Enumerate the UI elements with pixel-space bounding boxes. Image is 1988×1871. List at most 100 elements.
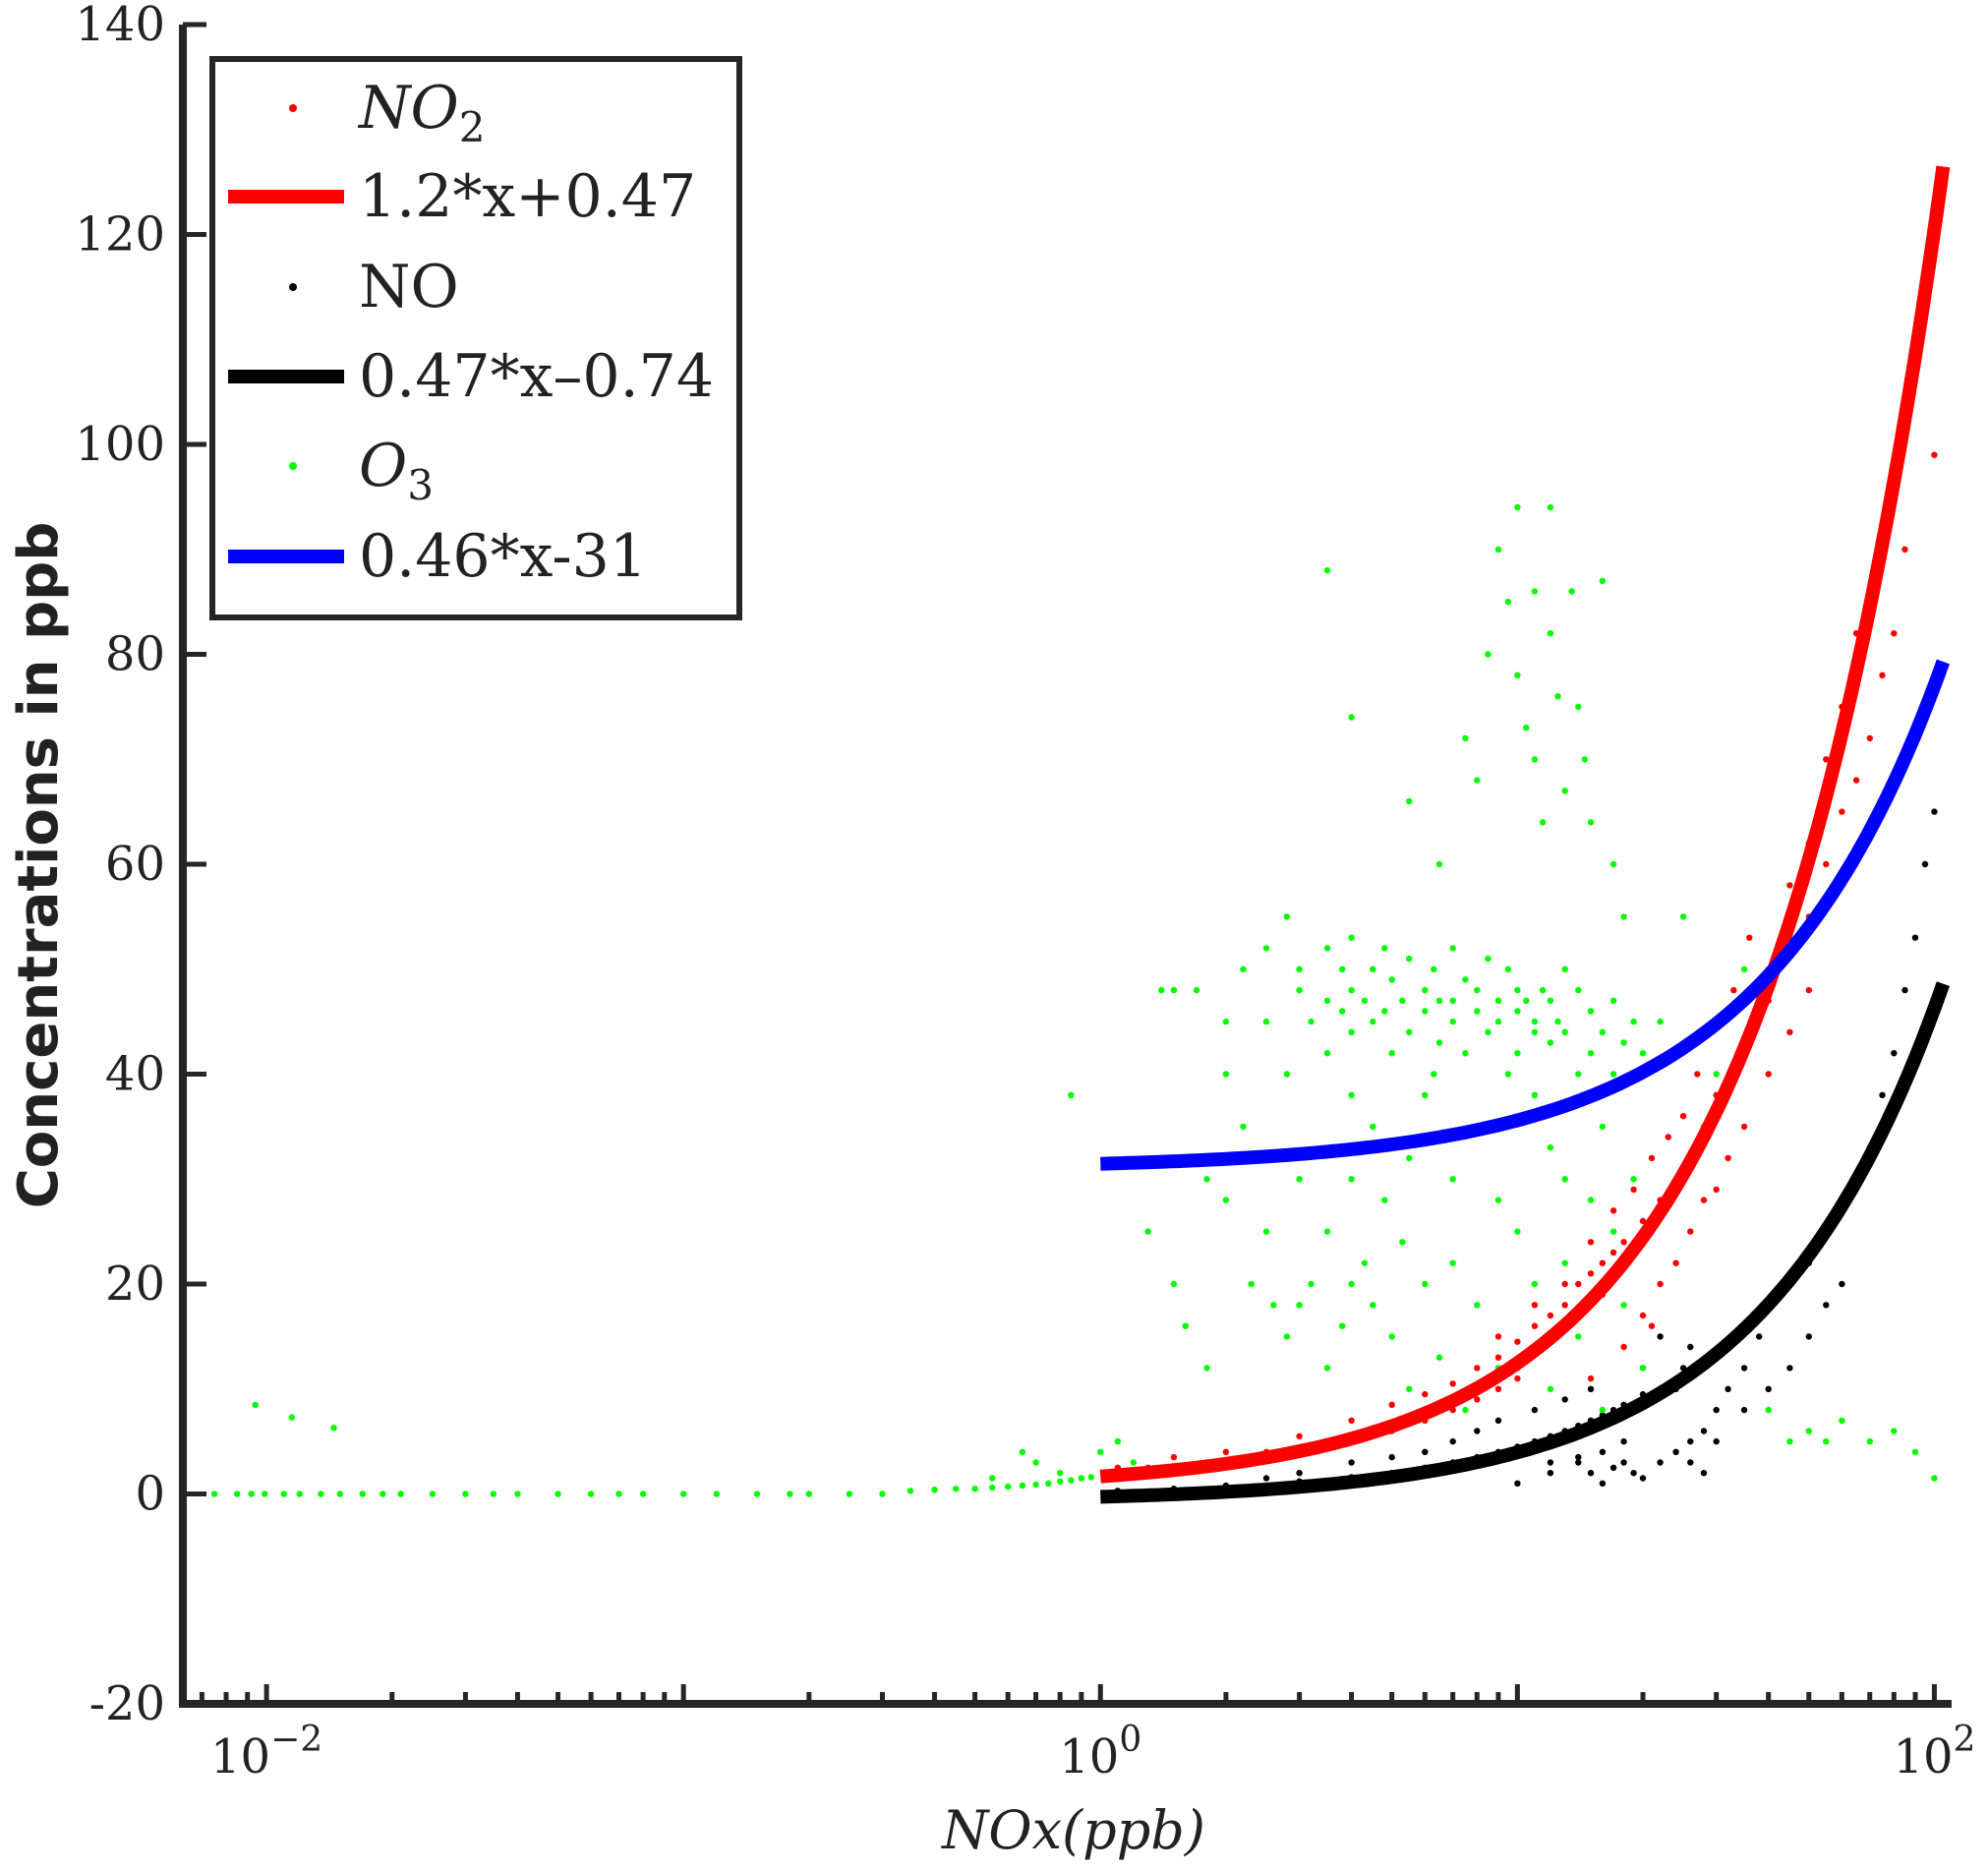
- fit-lines: [1099, 165, 1951, 1504]
- data-point: [1296, 1470, 1303, 1477]
- data-point: [1323, 566, 1331, 574]
- data-point: [1620, 1459, 1627, 1466]
- data-point: [1879, 672, 1886, 678]
- data-point: [615, 1491, 622, 1497]
- fit-line: [1100, 659, 1950, 1171]
- x-axis-label: NOx(ppb): [940, 1799, 1205, 1861]
- data-point: [1348, 1417, 1355, 1425]
- data-point: [1240, 965, 1247, 972]
- data-point: [1561, 1176, 1568, 1183]
- data-point: [1514, 986, 1521, 994]
- data-point: [1587, 819, 1595, 826]
- data-point: [1657, 1280, 1664, 1288]
- data-point: [1348, 714, 1355, 721]
- data-point: [1547, 1470, 1554, 1477]
- data-point: [1620, 1437, 1627, 1445]
- data-point: [1657, 1333, 1664, 1340]
- data-point: [1609, 1228, 1617, 1235]
- data-point: [1575, 1071, 1582, 1078]
- data-point: [1587, 1385, 1595, 1393]
- data-point: [989, 1475, 996, 1482]
- data-point: [1786, 1028, 1793, 1036]
- data-point: [1474, 1008, 1481, 1015]
- data-point: [1388, 1333, 1395, 1340]
- y-tick-label: 60: [105, 837, 165, 892]
- data-point: [1222, 1018, 1230, 1025]
- data-point: [1639, 1050, 1647, 1057]
- data-point: [1620, 1343, 1627, 1351]
- data-point: [1575, 703, 1582, 711]
- data-point: [1485, 955, 1491, 963]
- data-point: [1547, 1144, 1554, 1151]
- data-point: [1381, 1197, 1388, 1203]
- data-point: [1839, 808, 1845, 815]
- data-point: [1547, 1385, 1554, 1393]
- data-point: [1270, 1302, 1277, 1309]
- data-point: [1494, 1385, 1502, 1393]
- data-point: [1630, 1018, 1637, 1025]
- data-point: [1561, 1302, 1568, 1309]
- data-point: [1339, 1008, 1346, 1015]
- legend-box: [209, 56, 742, 620]
- legend-label: NO2: [357, 74, 485, 151]
- axes: [179, 25, 1952, 1708]
- data-point: [1620, 1302, 1627, 1309]
- data-point: [1068, 1477, 1075, 1484]
- data-point: [1531, 1322, 1539, 1329]
- data-point: [296, 1491, 303, 1497]
- data-point: [1170, 1453, 1178, 1461]
- data-point: [1531, 1028, 1539, 1036]
- data-point: [1575, 986, 1582, 994]
- data-point: [397, 1491, 404, 1497]
- data-point: [1620, 1039, 1627, 1046]
- data-point: [1531, 756, 1539, 763]
- data-point: [1474, 1428, 1481, 1434]
- data-point: [210, 1491, 218, 1497]
- data-point: [1599, 1259, 1607, 1266]
- data-point: [1786, 1437, 1793, 1445]
- x-axis-label-symbol: NOx(ppb): [940, 1799, 1205, 1861]
- y-tick-label: -20: [89, 1676, 165, 1731]
- data-point: [1323, 1228, 1331, 1235]
- data-point: [1474, 986, 1481, 994]
- data-point: [252, 1401, 259, 1409]
- data-point: [1531, 1280, 1539, 1288]
- x-tick-label: 10−2: [210, 1720, 322, 1784]
- data-point: [1561, 965, 1568, 972]
- data-point: [1746, 934, 1753, 941]
- x-tick-label: 100: [1059, 1720, 1141, 1784]
- data-point: [1514, 1008, 1521, 1015]
- data-point: [1296, 965, 1303, 972]
- data-point: [1422, 986, 1429, 994]
- data-point: [1323, 1365, 1331, 1372]
- data-point: [1296, 1176, 1303, 1183]
- data-point: [1144, 1228, 1151, 1235]
- data-point: [1609, 1071, 1617, 1078]
- data-point: [805, 1491, 812, 1497]
- data-point: [1547, 997, 1554, 1004]
- data-point: [1561, 1028, 1568, 1036]
- data-point: [1388, 976, 1395, 983]
- data-point: [514, 1491, 521, 1497]
- data-point: [1713, 1186, 1720, 1194]
- data-point: [1547, 1039, 1554, 1046]
- data-point: [1348, 1459, 1355, 1466]
- data-point: [1687, 1343, 1694, 1351]
- data-point: [1449, 1437, 1456, 1445]
- data-point: [1097, 1448, 1104, 1456]
- data-point: [1599, 1406, 1607, 1414]
- data-point: [1431, 965, 1437, 972]
- data-point: [1449, 1018, 1456, 1025]
- data-point: [1547, 630, 1554, 637]
- data-point: [1422, 1091, 1429, 1099]
- data-point: [1679, 1113, 1687, 1120]
- data-point: [1170, 1280, 1178, 1288]
- data-point: [1514, 672, 1521, 678]
- data-point: [1740, 1365, 1748, 1372]
- data-point: [1523, 997, 1530, 1004]
- data-point: [1370, 1018, 1376, 1025]
- data-point: [1203, 1365, 1210, 1372]
- data-point: [1462, 734, 1469, 742]
- data-point: [1485, 651, 1491, 658]
